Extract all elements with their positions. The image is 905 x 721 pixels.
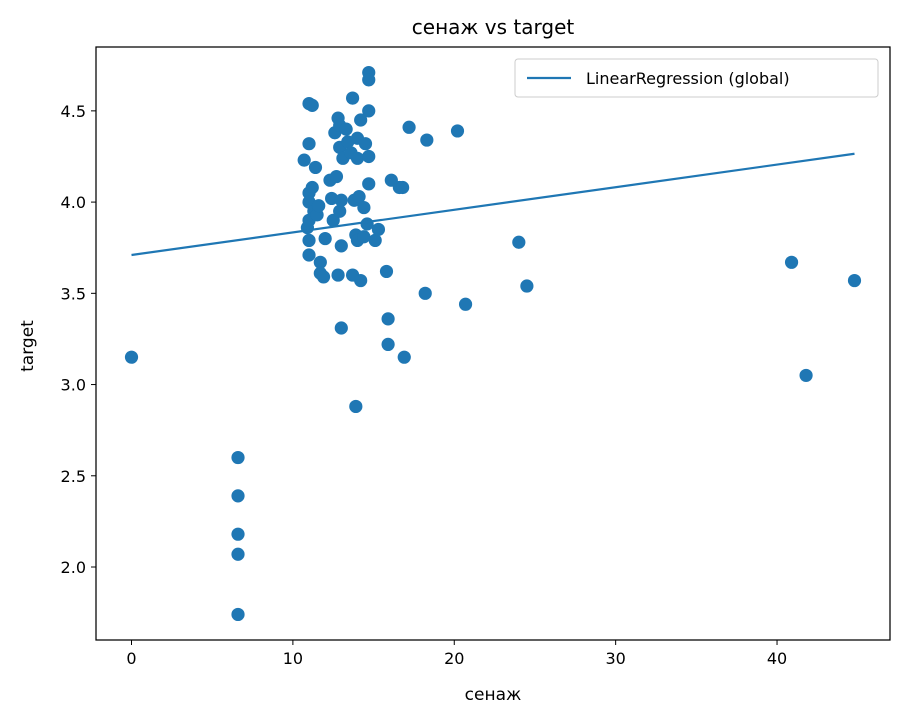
scatter-point [458,297,473,311]
scatter-point [305,180,319,195]
regression-line [131,152,855,257]
scatter-point [316,270,331,284]
scatter-point [231,607,245,622]
scatter-point [297,153,311,167]
plot-marks [124,65,862,622]
scatter-point [231,547,245,561]
x-tick-label: 30 [605,649,625,668]
scatter-point [318,231,332,246]
chart-title: сенаж vs target [412,15,575,39]
scatter-point [339,122,353,136]
scatter-point [302,137,316,151]
scatter-point [358,137,373,151]
scatter-point [362,149,376,164]
scatter-point [329,169,344,184]
scatter-point [350,151,365,165]
scatter-point [397,350,411,364]
y-tick-label: 3.5 [61,284,86,303]
scatter-point [360,217,374,231]
scatter-point [362,177,376,191]
y-tick-label: 2.0 [61,558,86,577]
legend-box [514,58,879,98]
scatter-point [379,264,394,279]
scatter-point [349,399,363,414]
scatter-point [345,91,360,105]
scatter-point [450,124,465,138]
scatter-point [308,160,323,175]
scatter-point [305,98,319,112]
scatter-point [371,222,386,237]
scatter-point [334,193,348,207]
scatter-point [784,255,799,269]
y-tick-label: 4.5 [61,102,86,121]
scatter-point [799,368,813,383]
scatter-point [313,255,327,269]
legend: LinearRegression (global) [514,58,879,98]
x-tick-label: 0 [126,649,136,668]
scatter-point [368,233,382,248]
scatter-point [520,279,534,293]
scatter-point [302,233,316,248]
scatter-point [354,273,368,288]
scatter-point [512,235,526,249]
scatter-point [352,190,366,204]
scatter-point [420,133,434,147]
scatter-point [396,180,410,195]
scatter-point [381,337,395,352]
scatter-point [362,73,376,87]
scatter-point [312,199,326,213]
plot-frame [95,46,891,641]
scatter-point [231,450,245,465]
axis-ticks: 0 10 20 30 40 2.0 2.5 3.0 3.5 4.0 4.5 [61,102,788,668]
scatter-point [847,273,862,288]
y-tick-label: 4.0 [61,193,86,212]
scatter-point [302,248,316,262]
x-tick-label: 20 [444,649,464,668]
scatter-point [333,204,347,218]
legend-label: LinearRegression (global) [586,69,790,88]
scatter-point [231,489,245,503]
x-axis-title: сенаж [465,685,522,705]
scatter-point [326,213,340,227]
x-tick-label: 10 [283,649,303,668]
scatter-point [124,350,139,364]
scatter-point [331,268,345,282]
scatter-point [334,321,348,335]
scatter-point [231,527,245,541]
y-axis-title: target [18,320,38,372]
y-tick-label: 3.0 [61,376,86,395]
scatter-point [357,200,371,215]
scatter-point [381,312,395,326]
x-tick-label: 40 [767,649,787,668]
scatter-point [418,286,432,300]
scatter-point [357,230,371,244]
scatter-point [362,104,376,118]
y-tick-label: 2.5 [61,467,86,486]
scatter-point [402,120,416,134]
scatter-point [354,113,368,127]
scatter-point [334,239,348,253]
